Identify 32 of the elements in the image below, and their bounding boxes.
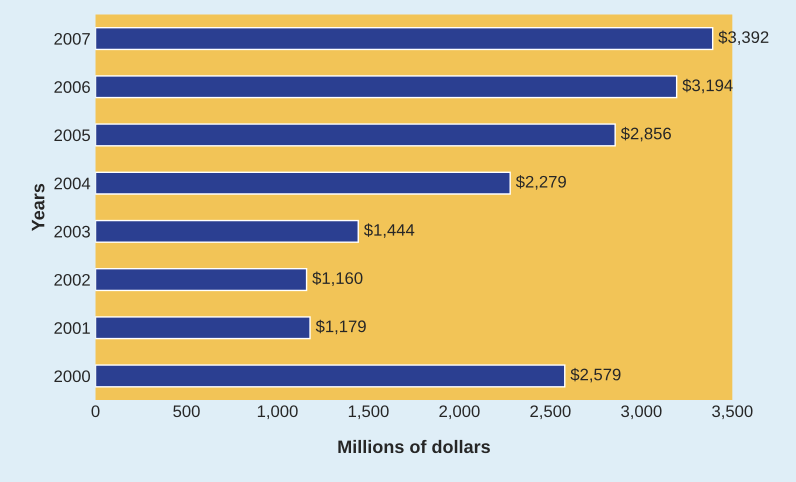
- y-tick-label: 2007: [54, 32, 90, 45]
- x-tick-label: 1,500: [348, 405, 389, 420]
- x-tick-label: 3,500: [712, 405, 753, 420]
- data-label: $2,856: [620, 126, 671, 142]
- y-tick-label: 2003: [54, 226, 90, 238]
- x-tick-label: 500: [173, 405, 200, 418]
- y-tick-label: 2000: [54, 370, 90, 382]
- bar: [96, 220, 359, 243]
- bar: [96, 75, 678, 98]
- x-tick-label: 1,000: [258, 405, 298, 420]
- bar: [96, 316, 311, 340]
- data-label: $1,444: [364, 223, 414, 238]
- data-label: $2,279: [516, 175, 566, 190]
- data-label: $2,579: [570, 368, 620, 382]
- bar: [96, 27, 714, 50]
- x-tick-label: 3,000: [621, 405, 662, 420]
- y-tick-label: 2006: [54, 81, 90, 93]
- data-label: $1,179: [316, 320, 366, 334]
- x-tick-label: 2,500: [530, 405, 571, 420]
- data-label: $1,160: [312, 272, 362, 286]
- bar: [96, 364, 566, 388]
- x-axis-title: Millions of dollars: [338, 440, 490, 454]
- y-axis-title: Years: [32, 184, 44, 232]
- bar: [96, 172, 511, 195]
- x-tick-label: 2,000: [439, 405, 480, 420]
- y-tick-label: 2001: [54, 322, 90, 334]
- x-tick-label: 0: [92, 405, 100, 418]
- y-tick-label: 2002: [54, 274, 90, 286]
- y-tick-label: 2004: [54, 178, 90, 190]
- bar: [96, 268, 308, 292]
- y-tick-label: 2005: [54, 129, 90, 142]
- bar: [96, 123, 616, 146]
